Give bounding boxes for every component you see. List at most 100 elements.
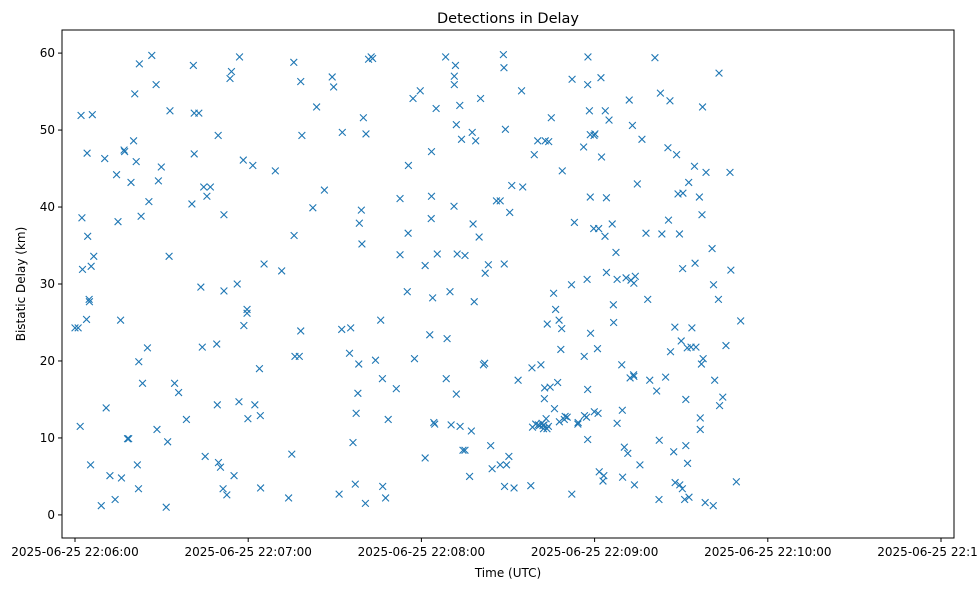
data-point	[216, 463, 225, 471]
data-point	[97, 501, 106, 510]
data-point	[78, 265, 87, 274]
data-point	[624, 449, 632, 458]
data-point	[633, 180, 642, 188]
data-point	[609, 318, 618, 327]
data-point	[558, 167, 567, 175]
data-point	[239, 156, 248, 164]
data-point	[563, 413, 571, 421]
data-point	[328, 73, 336, 81]
data-point	[295, 352, 304, 361]
data-point	[296, 77, 305, 86]
data-point	[260, 260, 268, 268]
x-tick-label: 2025-06-25 22:10:00	[704, 545, 831, 559]
data-point	[496, 197, 504, 205]
data-point	[83, 232, 92, 241]
data-point	[597, 153, 606, 161]
data-point	[244, 414, 252, 423]
y-axis-label: Bistatic Delay (km)	[14, 227, 28, 342]
data-point	[557, 345, 565, 354]
data-point	[594, 409, 602, 418]
data-point	[688, 324, 696, 332]
data-point	[518, 183, 527, 191]
data-point	[715, 69, 723, 77]
data-point	[625, 96, 634, 104]
data-point	[106, 471, 114, 480]
data-point	[528, 364, 536, 372]
data-point	[162, 503, 170, 512]
data-point	[620, 443, 629, 451]
data-point	[722, 341, 730, 350]
data-point	[355, 219, 364, 227]
data-point	[679, 189, 687, 197]
data-point	[715, 401, 724, 410]
data-point	[553, 378, 562, 387]
data-point	[499, 50, 508, 59]
data-point	[691, 259, 699, 268]
data-point	[642, 229, 650, 237]
data-point	[368, 54, 377, 63]
y-tick-label: 0	[47, 508, 55, 522]
data-point	[602, 268, 611, 277]
data-point	[421, 261, 429, 270]
data-point	[134, 357, 143, 366]
data-point	[492, 197, 501, 205]
data-point	[501, 125, 510, 134]
data-point	[240, 321, 248, 330]
data-point	[354, 360, 363, 368]
data-point	[127, 178, 135, 187]
data-point	[608, 220, 616, 228]
data-point	[137, 212, 145, 221]
data-point	[396, 194, 404, 203]
data-point	[613, 275, 621, 284]
data-series	[71, 50, 745, 512]
data-point	[214, 131, 222, 140]
y-tick-label: 30	[40, 277, 55, 291]
data-point	[453, 250, 461, 258]
data-point	[427, 192, 436, 201]
data-point	[235, 397, 243, 406]
data-point	[132, 157, 140, 166]
data-point	[443, 334, 451, 343]
y-tick-label: 40	[40, 200, 55, 214]
data-point	[540, 421, 548, 429]
data-point	[631, 272, 640, 281]
data-point	[488, 464, 496, 473]
data-point	[585, 107, 594, 115]
data-point	[251, 401, 259, 409]
data-point	[442, 374, 451, 383]
data-point	[165, 252, 173, 261]
data-point	[88, 110, 97, 119]
data-point	[220, 287, 228, 295]
data-point	[574, 420, 582, 428]
data-point	[622, 274, 630, 282]
data-point	[698, 103, 707, 111]
data-point	[226, 74, 234, 83]
data-point	[450, 80, 459, 89]
data-point	[567, 280, 576, 289]
data-point	[496, 461, 504, 469]
x-tick-label: 2025-06-25 22:07:00	[184, 545, 311, 559]
data-point	[580, 352, 588, 361]
data-point	[255, 364, 264, 373]
data-point	[602, 194, 611, 202]
data-point	[666, 97, 674, 105]
data-point	[335, 490, 343, 498]
data-point	[459, 446, 467, 455]
data-point	[481, 269, 489, 278]
data-point	[630, 481, 639, 489]
x-tick-label: 2025-06-25 22:06:00	[11, 545, 138, 559]
y-tick-label: 60	[40, 46, 55, 60]
data-point	[600, 471, 608, 480]
data-point	[630, 279, 638, 288]
data-point	[102, 404, 110, 412]
data-point	[123, 434, 132, 443]
y-tick-label: 10	[40, 431, 55, 445]
data-point	[510, 484, 518, 492]
data-point	[452, 120, 461, 129]
data-point	[256, 411, 265, 420]
data-point	[74, 324, 82, 332]
data-point	[89, 252, 98, 261]
data-point	[433, 250, 442, 258]
data-point	[718, 393, 727, 401]
data-point	[583, 80, 592, 89]
